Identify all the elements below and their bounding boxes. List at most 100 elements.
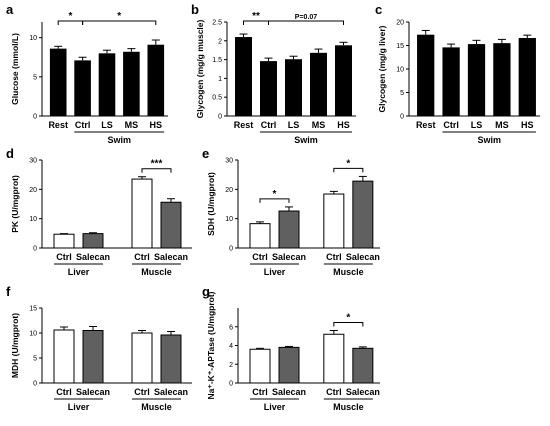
- x-tick-label: Ctrl: [134, 387, 150, 397]
- bar: [249, 223, 271, 249]
- x-tick-label: HS: [150, 120, 163, 130]
- bar: [323, 333, 345, 384]
- bar: [352, 347, 374, 384]
- bar: [123, 51, 140, 117]
- panel-letter: d: [6, 146, 14, 161]
- y-tick-label: 10: [29, 35, 37, 42]
- y-tick-label: 30: [29, 158, 37, 165]
- y-tick-label: 20: [396, 20, 404, 27]
- y-axis-label: Glycogen (mg/g liver): [377, 25, 387, 112]
- y-tick-label: 0: [33, 246, 37, 253]
- bar: [147, 44, 165, 116]
- group-label: Liver: [264, 402, 286, 412]
- bar: [518, 37, 536, 117]
- x-tick-label: Salecan: [76, 387, 110, 397]
- bar: [98, 53, 116, 116]
- y-tick-label: 6: [229, 324, 233, 331]
- bar: [352, 180, 374, 249]
- x-tick-label: Salecan: [346, 387, 380, 397]
- x-tick-label: Salecan: [154, 252, 188, 262]
- bar: [335, 45, 352, 117]
- panel-g: g 0 2 4 6 Na⁺-K⁺-APTase (U/mgprot) Ctrl Salecan…: [202, 284, 380, 412]
- significance-label: *: [346, 158, 350, 169]
- group-label: Liver: [264, 267, 286, 277]
- y-axis-label: Na⁺-K⁺-APTase (U/mgprot): [206, 291, 216, 399]
- x-tick-label: Salecan: [272, 387, 306, 397]
- y-tick-label: 10: [29, 216, 37, 223]
- y-tick-label: 0: [229, 381, 233, 388]
- group-label: Muscle: [141, 402, 172, 412]
- panel-d: d 0 10 20 30 PK (U/mgprot) Ctrl Salecan Liver Ctr…: [6, 146, 192, 277]
- x-tick-label: Salecan: [272, 252, 306, 262]
- y-tick-label: 20: [29, 187, 37, 194]
- y-tick-label: 0: [33, 114, 37, 121]
- bar: [53, 329, 75, 384]
- y-tick-label: 2.5: [212, 20, 222, 27]
- group-label: Liver: [68, 267, 90, 277]
- bar: [260, 61, 277, 116]
- bar: [53, 233, 75, 249]
- bar: [467, 44, 486, 117]
- x-tick-label: LS: [288, 120, 300, 130]
- significance-label: ***: [151, 159, 163, 170]
- x-tick-label: Ctrl: [75, 120, 91, 130]
- y-tick-label: 1.5: [212, 57, 222, 64]
- y-tick-label: 5: [33, 356, 37, 363]
- y-tick-label: 0: [218, 114, 222, 121]
- bar: [417, 34, 435, 116]
- x-tick-label: Ctrl: [443, 120, 459, 130]
- group-label: Swim: [477, 135, 501, 145]
- panel-letter: c: [375, 2, 382, 17]
- y-axis-label: SDH (U/mgprot): [206, 172, 216, 236]
- x-tick-label: Ctrl: [56, 252, 72, 262]
- y-tick-label: 0.5: [212, 95, 222, 102]
- group-label: Swim: [294, 135, 318, 145]
- x-tick-label: Ctrl: [326, 252, 342, 262]
- y-axis-label: MDH (U/mgprot): [10, 313, 20, 378]
- y-tick-label: 5: [33, 74, 37, 81]
- significance-label: *: [117, 11, 121, 22]
- x-tick-label: Ctrl: [134, 252, 150, 262]
- panel-letter: f: [6, 284, 11, 299]
- x-tick-label: Ctrl: [252, 252, 268, 262]
- x-tick-label: Rest: [416, 120, 436, 130]
- y-tick-label: 10: [29, 331, 37, 338]
- panel-f: f 0 5 10 15 MDH (U/mgprot) Ctrl Salecan Liver Ctr…: [6, 284, 192, 412]
- x-tick-label: MS: [312, 120, 326, 130]
- y-tick-label: 4: [229, 343, 233, 350]
- x-tick-label: Ctrl: [56, 387, 72, 397]
- bar: [82, 233, 104, 249]
- panel-b: b 0 0.5 1 1.5 2 2.5 Glycogen (mg/g muscle) Rest C…: [191, 2, 356, 145]
- x-tick-label: Salecan: [154, 387, 188, 397]
- y-tick-label: 1: [218, 76, 222, 83]
- x-tick-label: Ctrl: [261, 120, 277, 130]
- y-tick-label: 0: [229, 246, 233, 253]
- x-tick-label: Rest: [48, 120, 68, 130]
- bar: [442, 47, 460, 116]
- panel-letter: e: [202, 146, 209, 161]
- panel-letter: a: [6, 2, 14, 17]
- y-tick-label: 10: [396, 67, 404, 74]
- y-tick-label: 30: [225, 158, 233, 165]
- bar: [285, 59, 302, 116]
- significance-bracket: [333, 167, 364, 173]
- y-tick-label: 5: [400, 90, 404, 97]
- bar: [160, 201, 182, 249]
- bar: [160, 334, 182, 384]
- bar: [131, 178, 153, 249]
- y-tick-label: 10: [225, 216, 233, 223]
- x-tick-label: Rest: [234, 120, 254, 130]
- y-tick-label: 2: [229, 362, 233, 369]
- x-tick-label: LS: [471, 120, 483, 130]
- group-label: Liver: [68, 402, 90, 412]
- significance-bracket: [268, 20, 344, 25]
- x-tick-label: Ctrl: [326, 387, 342, 397]
- significance-label: *: [346, 313, 350, 324]
- bar: [82, 330, 104, 384]
- panel-letter: g: [202, 284, 210, 299]
- significance-label: *: [68, 11, 72, 22]
- x-tick-label: Ctrl: [252, 387, 268, 397]
- x-tick-label: LS: [101, 120, 113, 130]
- significance-label: **: [252, 11, 260, 22]
- bar: [278, 346, 300, 384]
